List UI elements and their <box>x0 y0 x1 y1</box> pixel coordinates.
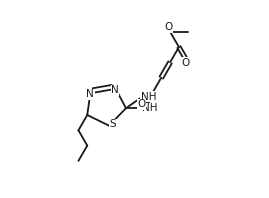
Text: NH: NH <box>142 103 158 113</box>
Text: O: O <box>137 99 146 109</box>
Text: N: N <box>86 89 94 99</box>
Text: N: N <box>111 85 119 95</box>
Text: O: O <box>181 58 190 68</box>
Text: S: S <box>110 119 116 129</box>
Text: NH: NH <box>141 91 156 102</box>
Text: O: O <box>165 22 173 32</box>
